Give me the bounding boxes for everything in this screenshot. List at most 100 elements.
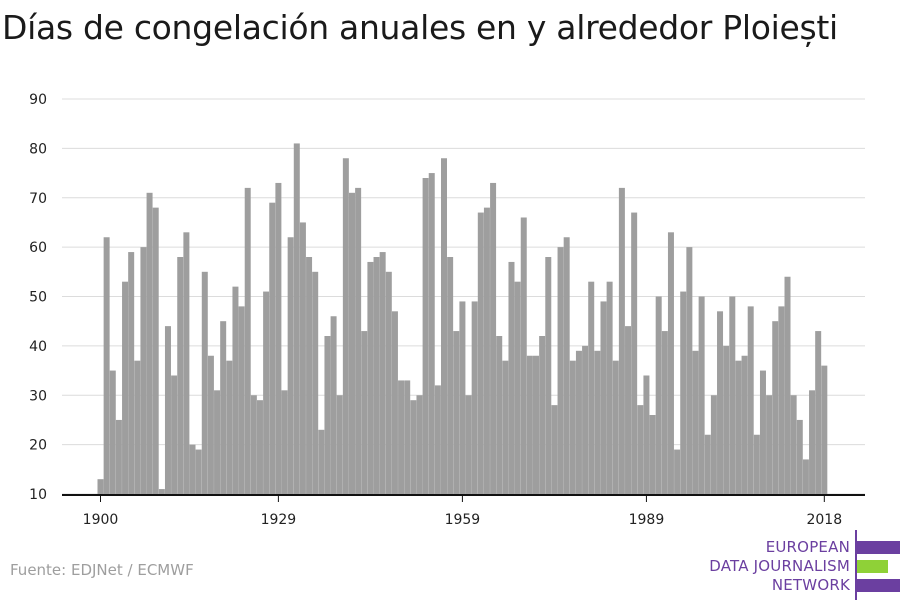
edjnet-logo[interactable]: EUROPEAN DATA JOURNALISM NETWORK	[680, 530, 900, 600]
bar	[496, 336, 503, 494]
logo-bar-purple-top	[857, 541, 900, 554]
bar	[606, 281, 613, 494]
bar	[557, 247, 564, 495]
y-tick-label: 50	[29, 290, 47, 306]
bar	[183, 232, 190, 494]
bar	[563, 237, 570, 494]
bar	[520, 217, 527, 494]
bar	[680, 291, 687, 494]
bar	[434, 385, 441, 495]
bar	[189, 444, 196, 495]
bar	[643, 375, 650, 494]
bar	[655, 296, 662, 494]
source-note: Fuente: EDJNet / ECMWF	[10, 561, 194, 579]
bar	[539, 336, 546, 494]
bar	[330, 316, 337, 494]
bar	[717, 311, 724, 494]
bar	[729, 296, 736, 494]
bar	[207, 355, 214, 494]
x-tick-label: 1900	[83, 512, 119, 528]
bar	[281, 390, 288, 494]
bar	[441, 158, 447, 494]
bar	[256, 400, 263, 494]
bar	[447, 257, 454, 494]
chart-title: Días de congelación anuales en y alreded…	[2, 8, 838, 47]
bar	[465, 395, 472, 494]
bar	[195, 449, 202, 494]
bar	[778, 306, 785, 495]
bar	[361, 331, 368, 494]
bar	[533, 355, 540, 494]
bar	[128, 252, 135, 494]
bar	[263, 291, 270, 494]
bar	[312, 271, 319, 494]
bar	[502, 360, 509, 494]
bar	[404, 380, 411, 494]
bar	[582, 345, 589, 495]
bar	[103, 237, 110, 494]
bar	[821, 365, 828, 495]
bar	[483, 207, 490, 495]
bar	[336, 395, 343, 494]
bar	[526, 355, 533, 494]
bar	[704, 434, 711, 494]
bar	[508, 261, 515, 494]
bar	[244, 187, 251, 495]
y-tick-label: 60	[29, 240, 47, 256]
bar	[600, 301, 607, 494]
bar	[97, 479, 104, 494]
bar	[275, 182, 282, 494]
bar	[575, 350, 582, 494]
bar	[391, 311, 398, 494]
bar	[171, 375, 178, 494]
bar	[766, 395, 773, 494]
bar	[318, 429, 325, 494]
bar	[410, 400, 417, 494]
y-tick-label: 80	[29, 141, 47, 157]
x-tick-label: 1929	[261, 512, 297, 528]
y-axis-ticks: 10 20 30 40 50 60 70 80 90	[29, 92, 47, 503]
x-tick-label: 1959	[445, 512, 481, 528]
bar	[551, 405, 558, 495]
bar	[373, 257, 380, 494]
bar	[796, 419, 803, 494]
bar	[594, 350, 601, 494]
y-tick-label: 20	[29, 438, 47, 454]
bar	[809, 390, 816, 494]
bar	[398, 380, 405, 494]
bar	[177, 257, 184, 494]
bar	[490, 182, 497, 494]
x-tick-label: 2018	[806, 512, 842, 528]
bar	[164, 326, 171, 495]
bar	[324, 336, 331, 494]
bar	[759, 370, 766, 494]
y-tick-label: 90	[29, 92, 47, 108]
bar	[342, 158, 349, 494]
bar	[790, 395, 797, 494]
bar	[220, 321, 227, 494]
bar	[723, 345, 730, 495]
bar	[422, 178, 429, 494]
bars	[97, 143, 828, 495]
bar	[747, 306, 754, 495]
bar	[379, 252, 386, 494]
bar	[214, 390, 221, 494]
bar	[545, 257, 552, 494]
bar	[348, 192, 355, 494]
bar	[784, 276, 791, 494]
bar	[661, 331, 668, 494]
bar	[140, 247, 147, 495]
bar	[287, 237, 294, 494]
bar	[109, 370, 116, 494]
bar	[453, 331, 460, 494]
bar	[134, 360, 141, 494]
bar	[710, 395, 717, 494]
bar	[238, 306, 245, 495]
bar	[588, 281, 595, 494]
bar	[698, 296, 705, 494]
bar	[416, 395, 423, 494]
bar	[674, 449, 681, 494]
bar	[428, 173, 435, 494]
bar	[692, 350, 699, 494]
bar	[612, 360, 619, 494]
